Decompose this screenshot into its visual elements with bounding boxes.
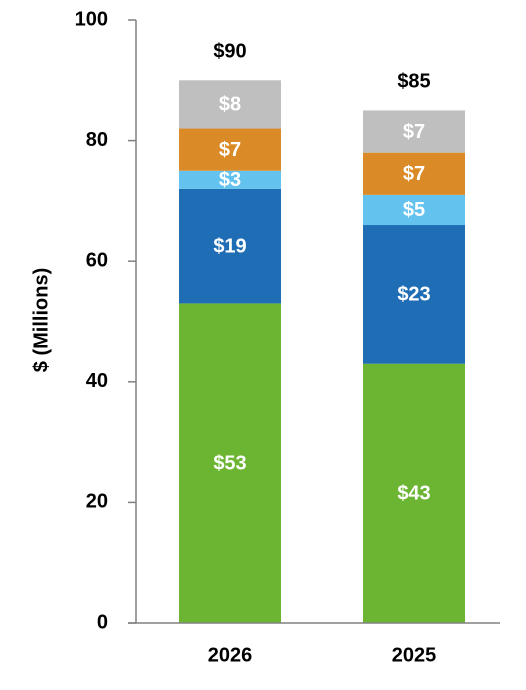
bar-segment	[179, 303, 281, 623]
total-label: $90	[213, 41, 246, 63]
y-tick-label: 60	[86, 249, 108, 271]
bar-segment	[363, 152, 465, 195]
y-tick-label: 40	[86, 370, 108, 392]
x-tick-label: 2026	[208, 644, 253, 666]
bar-segment	[179, 80, 281, 129]
bar-segment	[363, 194, 465, 226]
bar-segment	[179, 170, 281, 189]
value-label: $3	[219, 169, 241, 191]
y-tick-label: 80	[86, 129, 108, 151]
x-tick-label: 2025	[392, 644, 437, 666]
total-label: $85	[397, 71, 430, 93]
value-label: $43	[397, 483, 430, 505]
bar-segment	[363, 363, 465, 623]
y-tick-label: 20	[86, 491, 108, 513]
bar-segment	[179, 188, 281, 304]
y-tick-label: 100	[75, 8, 108, 30]
value-label: $7	[219, 139, 241, 161]
y-tick-label: 0	[97, 611, 108, 633]
value-label: $19	[213, 235, 246, 257]
value-label: $8	[219, 94, 241, 116]
bar-segment	[363, 225, 465, 364]
value-label: $53	[213, 452, 246, 474]
value-label: $7	[403, 163, 425, 185]
value-label: $23	[397, 284, 430, 306]
value-label: $7	[403, 121, 425, 143]
bar-segment	[179, 128, 281, 171]
y-axis-label: $ (Millions)	[30, 268, 52, 372]
value-label: $5	[403, 199, 425, 221]
bar-segment	[363, 110, 465, 153]
